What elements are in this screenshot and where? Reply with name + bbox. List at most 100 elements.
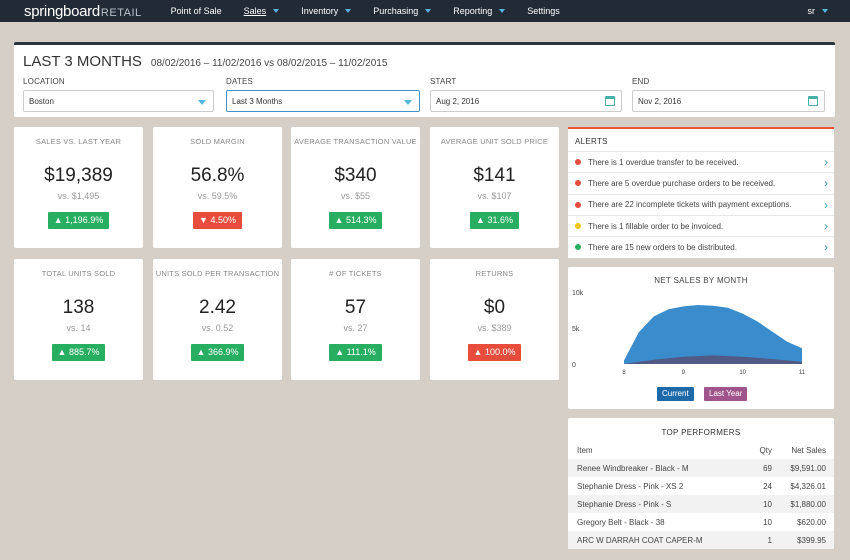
table-row[interactable]: Stephanie Dress - Pink - S 10 $1,880.00 [568,495,834,513]
user-initials: sr [807,6,816,16]
cell-item: Stephanie Dress - Pink - XS 2 [577,482,684,491]
status-dot-icon [575,180,581,187]
cell-net-sales: $9,591.00 [790,464,826,473]
metric-change-badge: ▲ 366.9% [190,344,245,361]
start-date-input[interactable]: Aug 2, 2016 [430,90,622,112]
chevron-right-icon: › [824,176,828,191]
chevron-down-icon [198,100,206,105]
cell-net-sales: $1,880.00 [790,500,826,509]
cell-item: ARC W DARRAH COAT CAPER-M [577,536,703,545]
metric-card-margin: SOLD MARGIN 56.8% vs. 59.5% ▼ 4.50% [153,127,282,248]
nav-label: Inventory [301,6,339,16]
dates-select[interactable]: Last 3 Months [226,90,420,112]
table-row[interactable]: Renee Windbreaker - Black - M 69 $9,591.… [568,459,834,477]
top-navbar: springboardRETAIL Point of Sale Sales In… [0,0,850,22]
alert-item[interactable]: There is 1 fillable order to be invoiced… [568,214,834,236]
metric-card-returns: RETURNS $0 vs. $389 ▲ 100.0% [430,259,559,380]
chevron-right-icon: › [824,240,828,255]
cell-qty: 10 [763,500,772,509]
dates-value: Last 3 Months [232,96,283,106]
user-menu[interactable]: sr [807,0,828,22]
nav-purchasing[interactable]: Purchasing [373,6,432,16]
metric-label: SALES VS. LAST YEAR [35,137,122,146]
nav-settings[interactable]: Settings [527,6,560,16]
chevron-down-icon [499,9,506,13]
metric-change-badge: ▲ 885.7% [51,344,106,361]
end-date-input[interactable]: Nov 2, 2016 [632,90,825,112]
end-field: END Nov 2, 2016 [632,77,825,112]
metric-previous: vs. 0.52 [201,323,234,333]
alert-item[interactable]: There is 1 overdue transfer to be receiv… [568,151,834,172]
location-select[interactable]: Boston [23,90,214,112]
nav-label: Reporting [453,6,493,16]
nav-label: Sales [243,6,267,16]
x-tick-label: 8 [622,370,626,376]
status-dot-icon [575,159,581,166]
series-area-current [624,305,802,364]
metric-previous: vs. 14 [66,323,91,333]
metric-previous: vs. 27 [343,323,368,333]
metric-label: AVERAGE TRANSACTION VALUE [294,137,417,146]
start-label: START [430,77,457,86]
page-title: LAST 3 MONTHS 08/02/2016 – 11/02/2016 vs … [23,53,387,70]
metric-change-badge: ▲ 31.6% [470,212,519,229]
cell-net-sales: $620.00 [797,518,826,527]
table-row[interactable]: Stephanie Dress - Pink - XS 2 24 $4,326.… [568,477,834,495]
calendar-icon[interactable] [605,96,615,106]
logo-sub: RETAIL [100,6,142,19]
metric-value: $19,389 [44,165,113,186]
legend-current-button[interactable]: Current [657,387,694,401]
x-tick-label: 11 [799,370,806,376]
springboard-logo[interactable]: springboardRETAIL [24,3,142,20]
alerts-title: ALERTS [575,137,608,146]
chevron-right-icon: › [824,197,828,212]
series-area-last-year [624,355,802,364]
status-dot-icon [575,223,581,230]
table-header: Item Qty Net Sales [568,441,834,459]
end-label: END [632,77,650,86]
alert-item[interactable]: There are 15 new orders to be distribute… [568,236,834,257]
metric-card-avg-transaction: AVERAGE TRANSACTION VALUE $340 vs. $55 ▲… [291,127,420,248]
period-title: LAST 3 MONTHS [23,53,142,70]
date-range-comparison: 08/02/2016 – 11/02/2016 vs 08/02/2015 – … [150,58,388,69]
alert-item[interactable]: There are 5 overdue purchase orders to b… [568,172,834,193]
top-performers-title: TOP PERFORMERS [661,428,741,437]
table-row[interactable]: Gregory Belt - Black - 38 10 $620.00 [568,513,834,531]
alert-text: There is 1 fillable order to be invoiced… [588,221,724,231]
nav-inventory[interactable]: Inventory [301,6,352,16]
cell-qty: 69 [763,464,772,473]
calendar-icon[interactable] [808,96,818,106]
nav-sales[interactable]: Sales [244,6,280,16]
metric-value: 2.42 [199,297,236,318]
nav-menu: Point of Sale Sales Inventory Purchasing… [160,6,571,16]
metric-label: AVERAGE UNIT SOLD PRICE [440,137,549,146]
x-tick-label: 10 [739,370,746,376]
status-dot-icon [575,244,581,251]
metric-label: # OF TICKETS [329,269,382,278]
metric-label: TOTAL UNITS SOLD [41,269,116,278]
alert-item[interactable]: There are 22 incomplete tickets with pay… [568,193,834,215]
net-sales-chart-panel: NET SALES BY MONTH 10k 5k 0 8 9 10 11 Current … [568,267,834,409]
metric-previous: vs. 59.5% [197,191,238,201]
metric-previous: vs. $1,495 [57,191,100,201]
status-dot-icon [575,201,581,208]
chart-title: NET SALES BY MONTH [654,276,748,285]
start-field: START Aug 2, 2016 [430,77,622,112]
metric-card-sales: SALES VS. LAST YEAR $19,389 vs. $1,495 ▲… [14,127,143,248]
nav-label: Purchasing [373,6,419,16]
metric-value: $141 [473,165,516,186]
table-row[interactable]: ARC W DARRAH COAT CAPER-M 1 $399.95 [568,531,834,549]
chevron-right-icon: › [824,155,828,169]
chevron-right-icon: › [824,218,828,233]
metric-previous: vs. $55 [340,191,371,201]
alert-text: There are 5 overdue purchase orders to b… [588,178,776,188]
nav-point-of-sale[interactable]: Point of Sale [171,6,222,16]
metric-change-badge: ▼ 4.50% [193,212,242,229]
legend-last-year-button[interactable]: Last Year [704,387,748,401]
metric-label: RETURNS [475,269,514,278]
start-value: Aug 2, 2016 [436,96,480,106]
metric-change-badge: ▲ 100.0% [467,344,522,361]
metric-card-avg-unit-price: AVERAGE UNIT SOLD PRICE $141 vs. $107 ▲ … [430,127,559,248]
nav-reporting[interactable]: Reporting [453,6,506,16]
metric-value: $0 [483,297,506,318]
